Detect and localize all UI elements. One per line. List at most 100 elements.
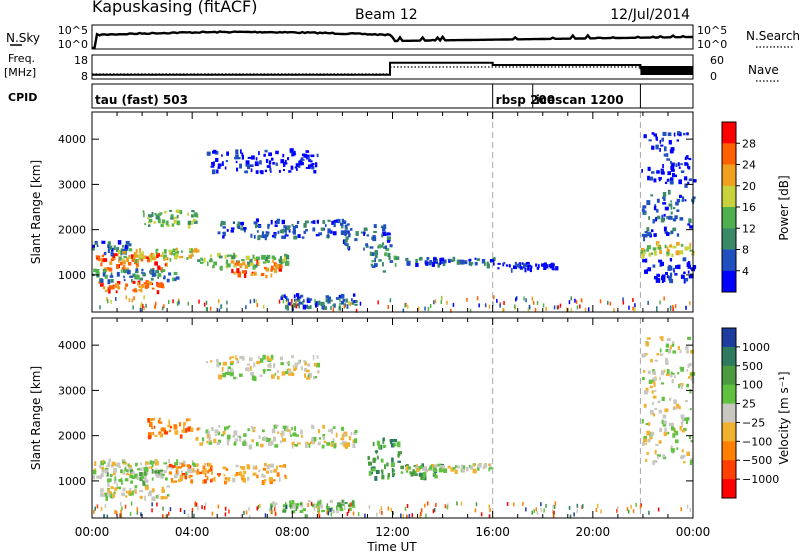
velocity-cell bbox=[285, 371, 288, 375]
power-cell bbox=[339, 297, 341, 302]
power-cell bbox=[189, 248, 193, 254]
velocity-cell bbox=[268, 507, 271, 512]
velocity-cell bbox=[181, 470, 184, 474]
power-cell bbox=[230, 229, 234, 233]
velocity-cell bbox=[675, 439, 679, 444]
power-ylabel: Slant Range [km] bbox=[29, 160, 43, 264]
power-cell bbox=[272, 161, 275, 165]
power-cell bbox=[394, 262, 397, 267]
power-cell bbox=[280, 159, 285, 164]
velocity-cell bbox=[535, 507, 537, 512]
velocity-cell bbox=[657, 455, 659, 459]
velocity-cell bbox=[236, 360, 240, 364]
velocity-cell bbox=[210, 479, 213, 483]
power-cell bbox=[415, 258, 418, 264]
power-cell bbox=[177, 298, 180, 303]
power-cell bbox=[170, 214, 174, 218]
power-cell bbox=[373, 224, 377, 229]
power-cell bbox=[120, 269, 123, 273]
power-cell bbox=[101, 258, 105, 263]
power-cell bbox=[226, 263, 231, 268]
velocity-cell bbox=[652, 395, 657, 399]
velocity-cell bbox=[252, 429, 256, 433]
power-cell bbox=[679, 194, 682, 199]
power-cell bbox=[464, 260, 468, 265]
velocity-cell bbox=[151, 463, 154, 468]
velocity-cell bbox=[368, 461, 372, 466]
power-cell bbox=[426, 257, 430, 261]
power-cell bbox=[651, 171, 655, 174]
power-cell bbox=[676, 198, 681, 203]
velocity-cell bbox=[641, 418, 644, 424]
power-cell bbox=[634, 307, 636, 312]
velocity-cell bbox=[483, 463, 488, 468]
power-cell bbox=[270, 265, 274, 271]
velocity-cell bbox=[443, 468, 448, 473]
velocity-cell bbox=[242, 442, 245, 446]
power-cell bbox=[265, 256, 269, 262]
velocity-cell bbox=[253, 426, 256, 430]
velocity-cell bbox=[659, 427, 663, 433]
power-cell bbox=[135, 254, 139, 258]
power-cell bbox=[239, 263, 243, 267]
power-cell bbox=[478, 303, 480, 308]
power-cell bbox=[119, 261, 123, 266]
power-cell bbox=[293, 150, 296, 155]
power-cell bbox=[124, 287, 127, 291]
power-cell bbox=[103, 258, 108, 262]
power-cell bbox=[165, 220, 169, 226]
power-cell bbox=[659, 139, 662, 144]
velocity-cell bbox=[374, 476, 378, 481]
velocity-cell bbox=[687, 336, 691, 340]
velocity-cell bbox=[177, 470, 180, 476]
power-cell bbox=[663, 296, 665, 301]
power-cell bbox=[664, 146, 667, 152]
cpid-mode-label: icescan 1200 bbox=[536, 93, 624, 107]
velocity-cell bbox=[291, 355, 294, 358]
power-cell bbox=[206, 151, 211, 156]
power-cell bbox=[656, 307, 658, 312]
velocity-cell bbox=[387, 506, 390, 511]
power-cell bbox=[153, 221, 156, 224]
power-cell bbox=[150, 258, 153, 262]
velocity-cell bbox=[681, 429, 685, 433]
velocity-cell bbox=[266, 437, 269, 443]
power-cell bbox=[253, 257, 257, 262]
velocity-cell bbox=[154, 459, 157, 463]
power-cell bbox=[157, 282, 161, 288]
power-cell bbox=[556, 305, 559, 310]
velocity-cell bbox=[341, 499, 344, 504]
power-cell bbox=[97, 255, 101, 261]
power-cell bbox=[686, 262, 689, 267]
velocity-cell bbox=[669, 374, 673, 378]
velocity-cell bbox=[688, 363, 692, 367]
velocity-cell bbox=[247, 367, 250, 372]
power-cell bbox=[532, 300, 535, 305]
velocity-cell bbox=[326, 510, 328, 515]
power-cell bbox=[661, 278, 664, 283]
velocity-cell bbox=[376, 440, 380, 446]
velocity-cell bbox=[100, 488, 104, 493]
power-cell bbox=[186, 257, 189, 260]
power-cell bbox=[662, 202, 667, 205]
power-cell bbox=[142, 255, 147, 259]
velocity-cell bbox=[382, 440, 385, 444]
power-cell bbox=[662, 131, 667, 136]
power-cell bbox=[221, 161, 224, 166]
power-cell bbox=[675, 265, 679, 269]
power-cell bbox=[281, 294, 286, 298]
power-cell bbox=[305, 166, 310, 169]
velocity-cell bbox=[480, 512, 483, 517]
power-cell bbox=[371, 260, 376, 263]
velocity-cell bbox=[235, 472, 239, 476]
colorbar-tick-label: 500 bbox=[742, 360, 763, 373]
velocity-cell bbox=[686, 451, 690, 456]
power-cell bbox=[370, 263, 373, 267]
power-cell bbox=[138, 251, 142, 255]
power-cell bbox=[256, 230, 259, 233]
velocity-cell bbox=[120, 513, 123, 518]
velocity-cell bbox=[635, 502, 637, 507]
power-cell bbox=[217, 166, 221, 169]
power-cell bbox=[132, 257, 136, 260]
power-cell bbox=[312, 220, 316, 224]
